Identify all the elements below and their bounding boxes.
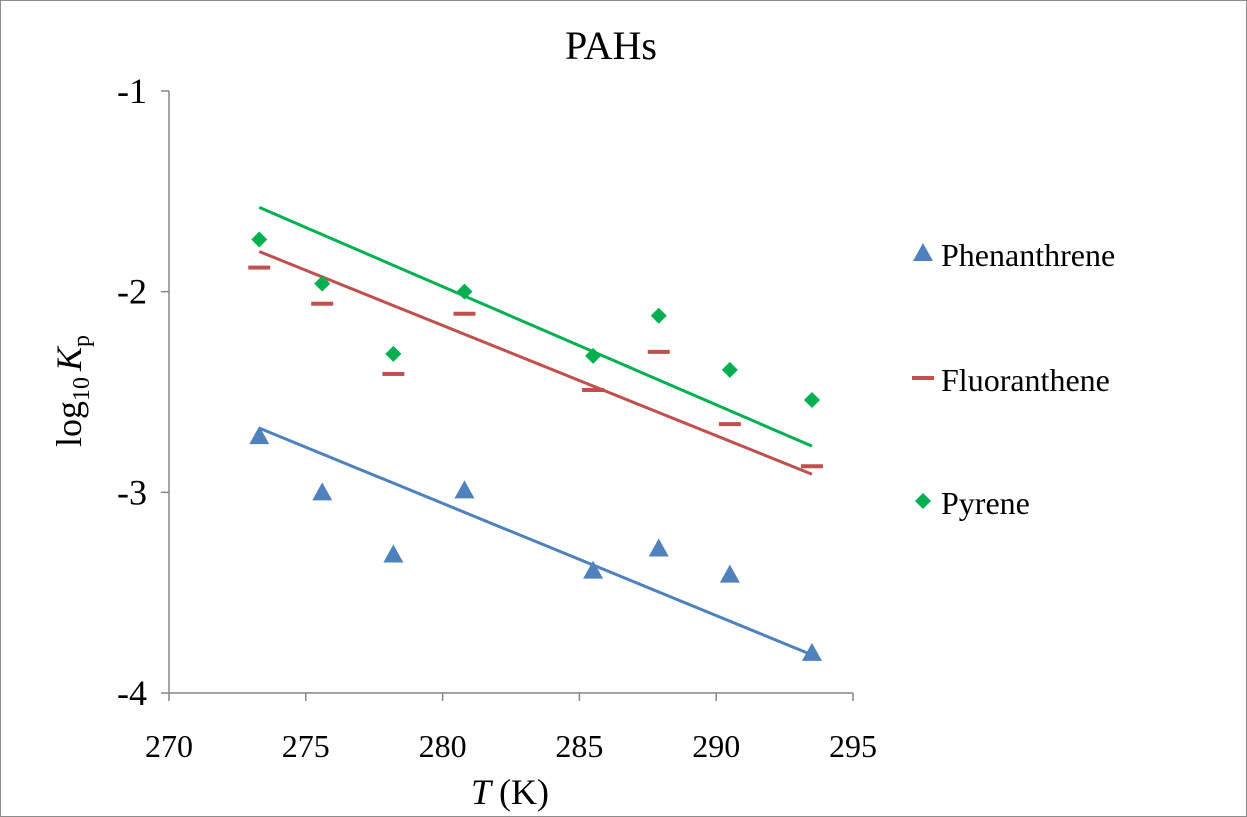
fluoranthene-point bbox=[800, 464, 823, 469]
fluoranthene-point bbox=[582, 387, 605, 392]
phenanthrene-point bbox=[719, 564, 740, 583]
y-tick-labels: -1 -2 -3 -4 bbox=[117, 71, 147, 713]
fluoranthene-trendline bbox=[258, 250, 813, 476]
fluoranthene-point bbox=[311, 301, 334, 306]
pyrene-point bbox=[314, 275, 331, 292]
pyrene-legend-label: Pyrene bbox=[941, 485, 1030, 521]
fluoranthene-point bbox=[248, 265, 271, 270]
pyrene-point bbox=[251, 231, 268, 248]
phenanthrene-point bbox=[383, 544, 404, 563]
fluoranthene-legend-label: Fluoranthene bbox=[941, 362, 1110, 398]
pyrene-point bbox=[456, 283, 473, 300]
trendlines bbox=[258, 206, 813, 657]
fluoranthene-point bbox=[382, 371, 405, 376]
y-axis-label: log10Kp bbox=[49, 335, 95, 447]
phenanthrene-point bbox=[312, 482, 333, 501]
fluoranthene-point bbox=[718, 422, 741, 427]
pyrene-point bbox=[803, 392, 820, 409]
phenanthrene-point bbox=[454, 480, 475, 499]
fluoranthene-point bbox=[453, 311, 476, 316]
pyrene-trendline bbox=[258, 206, 813, 448]
phenanthrene-point bbox=[583, 560, 604, 579]
x-axis-label: T (K) bbox=[471, 772, 549, 812]
pyrene-point bbox=[585, 347, 602, 364]
fluoranthene-legend-marker bbox=[912, 376, 934, 380]
legend: Phenanthrene Fluoranthene Pyrene bbox=[912, 237, 1115, 521]
x-tick-label: 275 bbox=[282, 728, 330, 764]
chart-title: PAHs bbox=[565, 23, 657, 68]
x-tick-label: 295 bbox=[829, 728, 877, 764]
y-tick-label: -4 bbox=[117, 673, 147, 713]
phenanthrene-point bbox=[648, 538, 669, 557]
pyrene-point bbox=[385, 345, 402, 362]
phenanthrene-trendline bbox=[258, 426, 813, 657]
x-tick-label: 270 bbox=[145, 728, 193, 764]
phenanthrene-legend-marker bbox=[913, 243, 933, 261]
pyrene-point bbox=[650, 307, 667, 324]
fluoranthene-point bbox=[647, 349, 670, 354]
x-tick-label: 285 bbox=[555, 728, 603, 764]
y-tick-label: -1 bbox=[117, 71, 147, 111]
pyrene-legend-marker bbox=[915, 493, 931, 509]
data-markers bbox=[248, 231, 823, 661]
y-tick-label: -2 bbox=[117, 272, 147, 312]
phenanthrene-point bbox=[249, 426, 270, 445]
x-tick-label: 280 bbox=[419, 728, 467, 764]
pyrene-point bbox=[721, 361, 738, 378]
y-tick-label: -3 bbox=[117, 472, 147, 512]
phenanthrene-legend-label: Phenanthrene bbox=[941, 237, 1115, 273]
x-tick-labels: 270 275 280 285 290 295 bbox=[145, 728, 877, 764]
axes bbox=[161, 90, 854, 701]
x-tick-label: 290 bbox=[692, 728, 740, 764]
phenanthrene-point bbox=[801, 642, 822, 661]
